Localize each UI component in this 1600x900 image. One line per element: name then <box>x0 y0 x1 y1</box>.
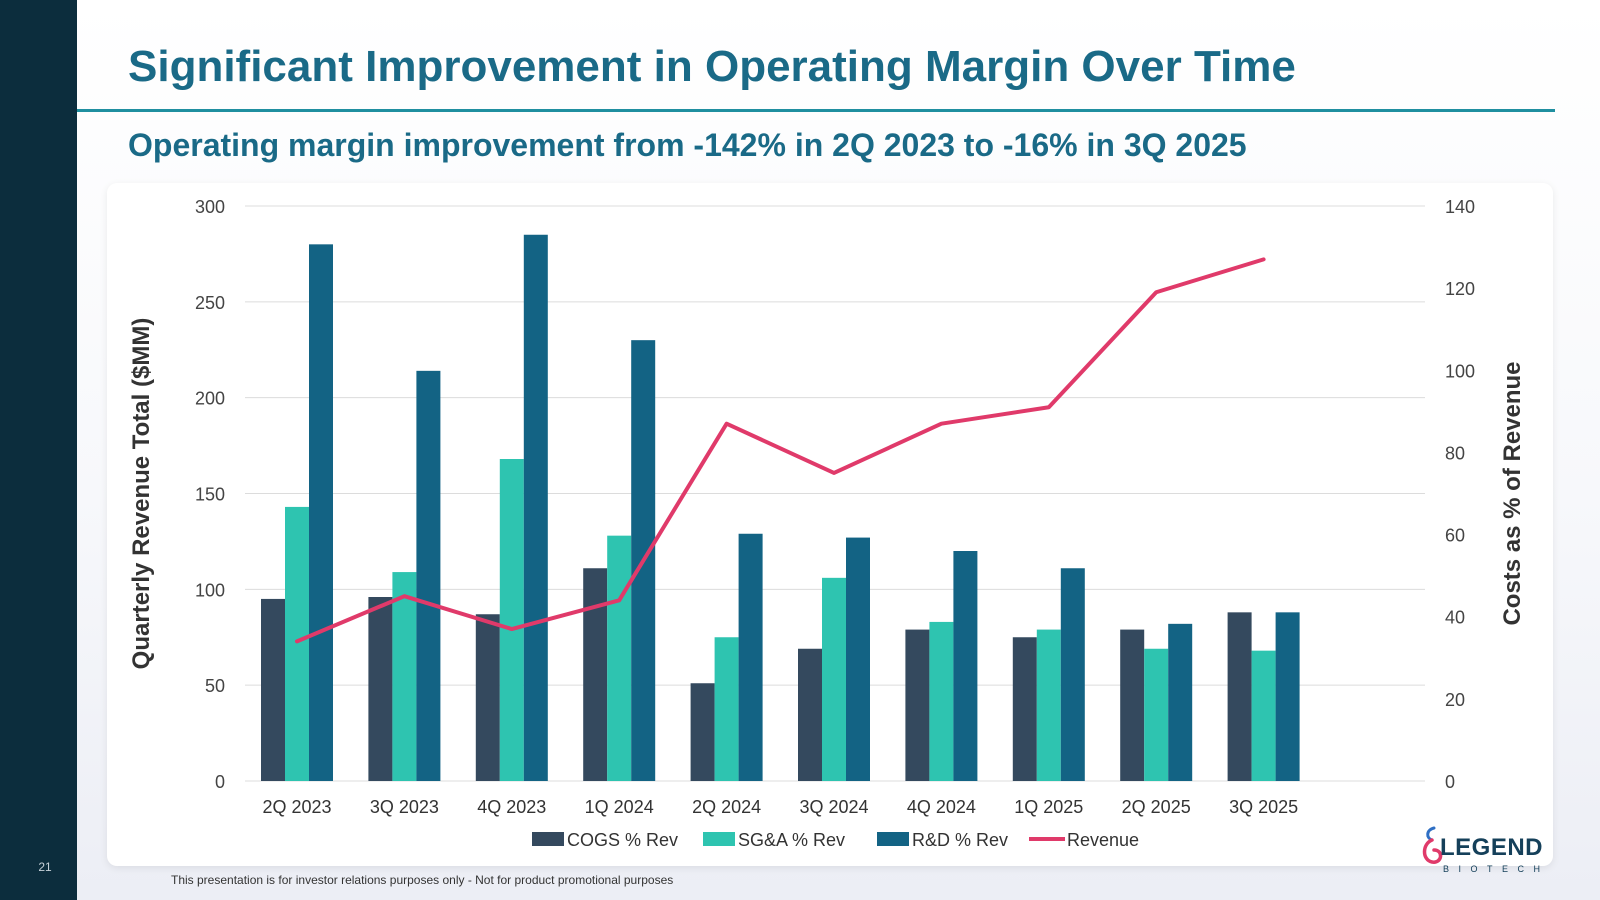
x-tick-label: 2Q 2024 <box>692 797 761 817</box>
bar-sg-a-rev-1q-2024 <box>607 535 632 781</box>
logo-subtitle: BIOTECH <box>1443 864 1550 874</box>
y-tick-label-right: 140 <box>1445 197 1475 217</box>
y-axis-label-left: Quarterly Revenue Total ($MM) <box>128 318 155 670</box>
logo-mark-icon <box>1422 826 1443 864</box>
bar-r-d-rev-3q-2023 <box>416 370 441 781</box>
x-tick-label: 4Q 2024 <box>907 797 976 817</box>
bar-r-d-rev-2q-2025 <box>1168 623 1193 781</box>
legend-label-r-d-rev: R&D % Rev <box>912 830 1008 850</box>
legend-label-revenue: Revenue <box>1067 830 1139 850</box>
bar-r-d-rev-4q-2023 <box>523 234 548 781</box>
title-divider <box>77 109 1555 112</box>
logo-wordmark: LEGEND <box>1440 834 1544 861</box>
bar-cogs-rev-2q-2023 <box>261 598 285 781</box>
bar-sg-a-rev-2q-2025 <box>1144 648 1169 781</box>
bar-sg-a-rev-3q-2023 <box>392 572 417 781</box>
slide-title: Significant Improvement in Operating Mar… <box>128 42 1296 91</box>
y-tick-label-right: 0 <box>1445 772 1455 792</box>
bar-cogs-rev-3q-2023 <box>368 597 393 781</box>
y-tick-label-left: 200 <box>195 389 225 409</box>
bar-cogs-rev-1q-2024 <box>583 568 608 781</box>
legend-swatch-cogs-rev <box>532 832 564 846</box>
bar-sg-a-rev-2q-2023 <box>285 506 309 781</box>
bar-r-d-rev-3q-2024 <box>846 537 870 781</box>
y-tick-label-right: 40 <box>1445 608 1465 628</box>
y-tick-label-right: 80 <box>1445 443 1465 463</box>
y-tick-label-right: 60 <box>1445 526 1465 546</box>
bar-sg-a-rev-4q-2023 <box>499 459 524 781</box>
y-tick-label-left: 150 <box>195 485 225 505</box>
bar-r-d-rev-1q-2025 <box>1060 568 1085 781</box>
bar-sg-a-rev-2q-2024 <box>714 637 739 781</box>
x-tick-label: 1Q 2024 <box>585 797 654 817</box>
x-tick-label: 2Q 2023 <box>262 797 331 817</box>
bar-r-d-rev-4q-2024 <box>953 551 978 781</box>
side-bar <box>0 0 77 900</box>
slide-number: 21 <box>38 860 52 874</box>
bar-cogs-rev-3q-2025 <box>1227 612 1252 781</box>
y-tick-label-right: 20 <box>1445 690 1465 710</box>
legend-biotech-logo: LEGEND BIOTECH <box>1418 820 1552 876</box>
legend-swatch-r-d-rev <box>877 832 909 846</box>
x-tick-label: 1Q 2025 <box>1014 797 1083 817</box>
bar-cogs-rev-3q-2024 <box>798 648 822 781</box>
y-tick-label-left: 50 <box>205 676 225 696</box>
y-tick-label-right: 100 <box>1445 361 1475 381</box>
y-tick-label-left: 300 <box>195 197 225 217</box>
y-tick-label-right: 120 <box>1445 279 1475 299</box>
y-axis-label-right: Costs as % of Revenue <box>1499 361 1526 625</box>
legend-swatch-sg-a-rev <box>703 832 735 846</box>
y-tick-label-left: 100 <box>195 580 225 600</box>
bar-sg-a-rev-3q-2024 <box>822 577 846 781</box>
bar-r-d-rev-2q-2023 <box>309 244 333 782</box>
x-tick-label: 3Q 2023 <box>370 797 439 817</box>
bar-sg-a-rev-4q-2024 <box>929 621 954 781</box>
chart-card: 0 50 100 150 200 250 300 0 20 40 60 80 100 120 140 Quar… <box>107 183 1553 866</box>
bar-cogs-rev-4q-2024 <box>905 629 930 781</box>
y-tick-label-left: 250 <box>195 293 225 313</box>
combo-chart: 0 50 100 150 200 250 300 0 20 40 60 80 100 120 140 Quar… <box>128 197 1526 850</box>
bar-cogs-rev-2q-2025 <box>1120 629 1145 781</box>
legend-label-cogs-rev: COGS % Rev <box>567 830 678 850</box>
footer-disclaimer: This presentation is for investor relati… <box>171 873 674 887</box>
bar-cogs-rev-1q-2025 <box>1012 637 1037 781</box>
bar-sg-a-rev-1q-2025 <box>1036 629 1061 781</box>
slide-subtitle: Operating margin improvement from -142% … <box>128 127 1247 163</box>
x-tick-label: 2Q 2025 <box>1122 797 1191 817</box>
bar-cogs-rev-4q-2023 <box>475 614 500 781</box>
x-tick-label: 4Q 2023 <box>477 797 546 817</box>
bar-r-d-rev-3q-2025 <box>1275 612 1300 781</box>
x-tick-label: 3Q 2025 <box>1229 797 1298 817</box>
revenue-line <box>295 257 1266 644</box>
bar-r-d-rev-2q-2024 <box>738 533 763 781</box>
y-tick-label-left: 0 <box>215 772 225 792</box>
x-tick-label: 3Q 2024 <box>799 797 868 817</box>
bar-cogs-rev-2q-2024 <box>690 683 715 781</box>
legend-label-sg-a-rev: SG&A % Rev <box>738 830 845 850</box>
bar-sg-a-rev-3q-2025 <box>1251 650 1276 781</box>
